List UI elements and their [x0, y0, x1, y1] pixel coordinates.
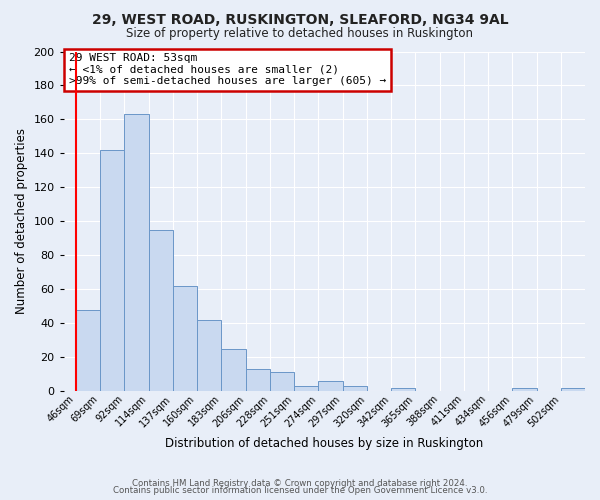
Bar [391, 388, 415, 391]
Text: 29 WEST ROAD: 53sqm
← <1% of detached houses are smaller (2)
>99% of semi-detach: 29 WEST ROAD: 53sqm ← <1% of detached ho… [69, 53, 386, 86]
Bar [76, 310, 100, 391]
Bar [561, 388, 585, 391]
Bar [173, 286, 197, 391]
Text: Size of property relative to detached houses in Ruskington: Size of property relative to detached ho… [127, 28, 473, 40]
Bar [318, 381, 343, 391]
Text: Contains public sector information licensed under the Open Government Licence v3: Contains public sector information licen… [113, 486, 487, 495]
X-axis label: Distribution of detached houses by size in Ruskington: Distribution of detached houses by size … [165, 437, 484, 450]
Bar [245, 369, 270, 391]
Bar [343, 386, 367, 391]
Bar [512, 388, 536, 391]
Bar [100, 150, 124, 391]
Bar [294, 386, 318, 391]
Bar [197, 320, 221, 391]
Bar [124, 114, 149, 391]
Y-axis label: Number of detached properties: Number of detached properties [15, 128, 28, 314]
Bar [221, 348, 245, 391]
Text: Contains HM Land Registry data © Crown copyright and database right 2024.: Contains HM Land Registry data © Crown c… [132, 478, 468, 488]
Bar [149, 230, 173, 391]
Bar [270, 372, 294, 391]
Text: 29, WEST ROAD, RUSKINGTON, SLEAFORD, NG34 9AL: 29, WEST ROAD, RUSKINGTON, SLEAFORD, NG3… [92, 12, 508, 26]
